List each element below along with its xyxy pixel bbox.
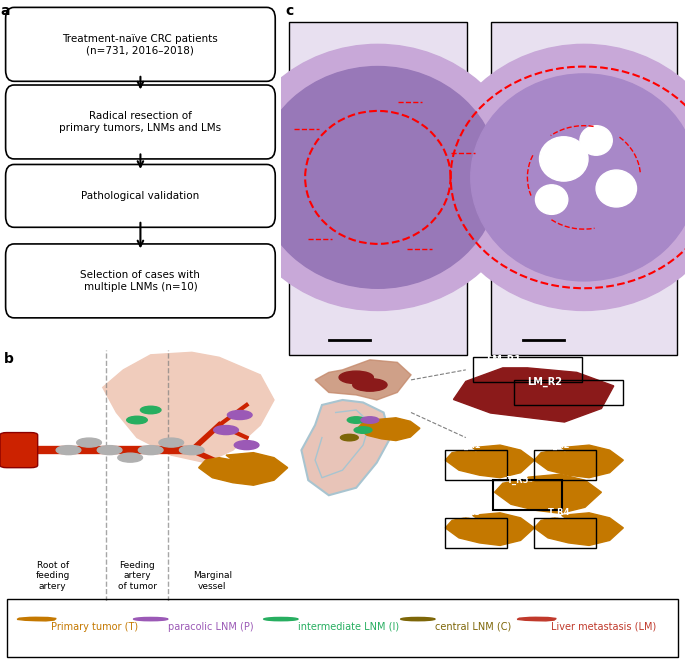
- Text: intermediate LNM (I): intermediate LNM (I): [298, 622, 399, 632]
- Circle shape: [264, 618, 298, 620]
- FancyBboxPatch shape: [5, 244, 275, 318]
- Bar: [289, 22, 466, 355]
- Text: a: a: [0, 4, 10, 18]
- Text: T_R3: T_R3: [459, 508, 482, 517]
- Circle shape: [56, 446, 81, 455]
- Circle shape: [340, 434, 358, 441]
- Text: T_R1: T_R1: [459, 441, 482, 449]
- Circle shape: [179, 446, 204, 455]
- Polygon shape: [445, 513, 534, 545]
- Text: Liver metastasis (LM): Liver metastasis (LM): [551, 622, 657, 632]
- Circle shape: [580, 125, 612, 155]
- Circle shape: [77, 438, 101, 447]
- Bar: [445, 450, 507, 480]
- Circle shape: [596, 170, 636, 207]
- Circle shape: [540, 137, 588, 181]
- Circle shape: [214, 426, 238, 434]
- Circle shape: [471, 74, 685, 281]
- Bar: [7, 599, 678, 657]
- Circle shape: [354, 427, 372, 434]
- Polygon shape: [534, 445, 623, 478]
- Circle shape: [347, 416, 365, 423]
- Polygon shape: [517, 617, 556, 621]
- Bar: [534, 450, 596, 480]
- FancyBboxPatch shape: [5, 85, 275, 159]
- Text: Marginal
vessel: Marginal vessel: [192, 571, 232, 591]
- Text: LM_R1: LM_R1: [486, 354, 521, 364]
- Text: paracolic LNM (P): paracolic LNM (P): [168, 622, 253, 632]
- Circle shape: [140, 407, 161, 414]
- Text: b: b: [3, 352, 13, 366]
- Text: T_R5: T_R5: [507, 476, 530, 485]
- Text: central LNM (C): central LNM (C): [435, 622, 511, 632]
- Circle shape: [118, 453, 142, 462]
- Text: T_R2: T_R2: [548, 441, 571, 449]
- Polygon shape: [17, 617, 56, 621]
- Bar: [491, 22, 677, 355]
- Circle shape: [97, 446, 122, 455]
- Text: Treatment-naïve CRC patients
(n=731, 2016–2018): Treatment-naïve CRC patients (n=731, 201…: [62, 34, 219, 55]
- Polygon shape: [495, 474, 601, 513]
- Text: Pathological validation: Pathological validation: [82, 191, 199, 201]
- Circle shape: [401, 618, 435, 620]
- Text: LM_R2: LM_R2: [527, 377, 562, 387]
- Circle shape: [159, 438, 184, 447]
- Circle shape: [134, 618, 168, 620]
- Circle shape: [257, 67, 499, 288]
- Polygon shape: [358, 418, 420, 441]
- Text: T_R4: T_R4: [548, 508, 571, 517]
- Circle shape: [438, 44, 685, 310]
- Circle shape: [227, 411, 252, 420]
- FancyBboxPatch shape: [0, 432, 38, 468]
- Polygon shape: [445, 445, 534, 478]
- Circle shape: [127, 416, 147, 424]
- Polygon shape: [103, 352, 274, 463]
- Text: Selection of cases with
multiple LNMs (n=10): Selection of cases with multiple LNMs (n…: [80, 270, 200, 292]
- Text: c: c: [285, 4, 293, 18]
- FancyBboxPatch shape: [5, 164, 275, 227]
- Circle shape: [138, 446, 163, 455]
- Bar: [514, 380, 623, 405]
- Bar: [534, 518, 596, 548]
- Text: Primary tumor (T): Primary tumor (T): [51, 622, 138, 632]
- Polygon shape: [301, 400, 390, 495]
- Circle shape: [353, 379, 387, 391]
- Polygon shape: [315, 360, 411, 400]
- Polygon shape: [534, 513, 623, 545]
- Text: Radical resection of
primary tumors, LNMs and LMs: Radical resection of primary tumors, LNM…: [60, 111, 221, 133]
- Circle shape: [361, 416, 379, 423]
- Circle shape: [232, 44, 523, 310]
- Polygon shape: [453, 368, 614, 422]
- Circle shape: [536, 185, 568, 214]
- Bar: [493, 480, 562, 510]
- Polygon shape: [199, 453, 288, 485]
- Circle shape: [234, 441, 259, 449]
- Circle shape: [339, 371, 373, 383]
- Bar: [473, 357, 582, 382]
- Text: Feeding
artery
of tumor: Feeding artery of tumor: [118, 561, 156, 591]
- Bar: [445, 518, 507, 548]
- FancyBboxPatch shape: [5, 7, 275, 81]
- Text: Root of
feeding
artery: Root of feeding artery: [36, 561, 70, 591]
